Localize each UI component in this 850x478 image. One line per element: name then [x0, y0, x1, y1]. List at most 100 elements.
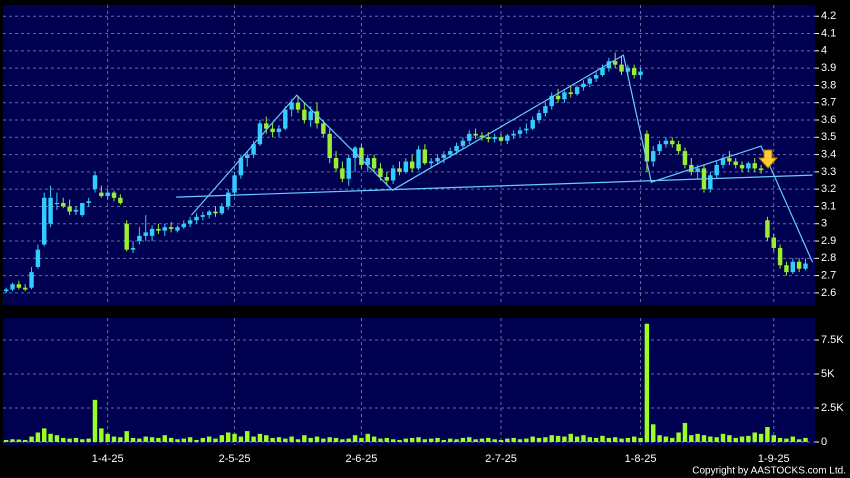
candle-body — [536, 113, 542, 120]
candle-body — [238, 158, 244, 176]
candle-body — [727, 158, 732, 162]
volume-bar — [701, 435, 707, 442]
y-tick-label: 4 — [821, 45, 827, 57]
volume-bar — [245, 431, 250, 442]
trend-line — [190, 54, 814, 263]
candle-body — [600, 68, 605, 76]
candle-body — [587, 78, 593, 84]
volume-bar — [454, 439, 459, 442]
volume-bar — [143, 436, 148, 442]
volume-bar — [657, 435, 662, 442]
volume-bar — [587, 437, 593, 442]
candle-body — [403, 161, 409, 172]
candle-body — [492, 137, 497, 140]
volume-bar — [3, 439, 9, 442]
volume-bar — [422, 439, 428, 442]
candle-body — [479, 135, 485, 138]
volume-bar — [16, 439, 22, 442]
volume-bar — [61, 437, 66, 442]
y-tick-label: 3.1 — [821, 200, 836, 212]
volume-bar — [777, 437, 783, 442]
candle-body — [61, 202, 66, 207]
volume-bar — [606, 437, 612, 442]
volume-bar — [130, 437, 136, 442]
volume-bar — [314, 436, 320, 442]
candle-body — [714, 164, 719, 176]
candle-body — [187, 220, 193, 224]
candle-body — [181, 223, 187, 228]
volume-bar — [80, 439, 85, 442]
candle-body — [771, 237, 776, 248]
volume-bar — [390, 439, 396, 442]
volume-bar — [194, 439, 199, 442]
candle-body — [784, 265, 789, 273]
volume-bar — [733, 437, 738, 442]
candle-body — [105, 192, 110, 197]
volume-bar — [321, 438, 326, 442]
candle-body — [35, 249, 41, 267]
candle-body — [720, 158, 726, 165]
volume-bar — [505, 438, 510, 442]
candle-body — [321, 123, 326, 134]
candle-body — [409, 161, 415, 169]
y-tick-label: 2.5K — [821, 402, 844, 414]
candle-body — [460, 140, 466, 146]
volume-bar — [48, 433, 53, 442]
volume-bar — [612, 437, 618, 442]
candle-body — [308, 111, 313, 120]
candle-body — [562, 92, 567, 100]
candle-body — [638, 71, 643, 76]
candle-body — [156, 228, 161, 231]
volume-bar — [460, 437, 466, 442]
volume-bar — [137, 438, 142, 442]
y-tick-label: 3.2 — [821, 183, 836, 195]
candle-body — [200, 215, 206, 217]
candle-body — [790, 261, 796, 273]
volume-bar — [409, 437, 415, 442]
volume-bar — [251, 436, 256, 442]
candle-body — [378, 168, 383, 178]
x-tick-label: 1-8-25 — [625, 453, 657, 465]
volume-bar — [10, 439, 15, 442]
volume-bar — [99, 428, 104, 442]
volume-bar — [232, 433, 237, 442]
candle-body — [625, 68, 631, 72]
volume-bar — [403, 438, 409, 442]
volume-bar — [371, 436, 377, 442]
candle-body — [435, 158, 440, 162]
candle-body — [796, 261, 802, 269]
volume-bar — [86, 438, 91, 442]
volume-bar — [238, 436, 244, 442]
candle-body — [118, 197, 123, 203]
y-tick-label: 2.6 — [821, 287, 836, 299]
volume-bar — [187, 437, 193, 442]
candle-body — [473, 133, 478, 136]
y-tick-label: 3.9 — [821, 62, 836, 74]
volume-bar — [644, 323, 650, 442]
candle-body — [517, 130, 523, 134]
signal-arrow — [757, 149, 779, 169]
volume-bar — [739, 436, 745, 442]
candle-body — [22, 287, 28, 290]
candle-body — [384, 177, 390, 181]
volume-bar — [796, 439, 802, 442]
volume-bar — [473, 439, 478, 442]
y-tick-label: 3.3 — [821, 166, 836, 178]
candle-body — [302, 109, 307, 120]
price-panel — [3, 5, 815, 305]
volume-bar — [593, 437, 599, 442]
volume-bar — [340, 439, 345, 442]
candle-body — [606, 61, 612, 69]
candle-body — [295, 102, 301, 110]
volume-bar — [543, 437, 548, 442]
volume-bar — [467, 437, 472, 442]
candle-body — [752, 163, 757, 169]
candle-body — [593, 75, 599, 79]
candle-body — [130, 247, 136, 250]
candle-body — [283, 109, 288, 129]
volume-bar — [365, 433, 370, 442]
candle-body — [505, 135, 510, 141]
candle-body — [194, 216, 199, 221]
candle-body — [619, 64, 624, 72]
